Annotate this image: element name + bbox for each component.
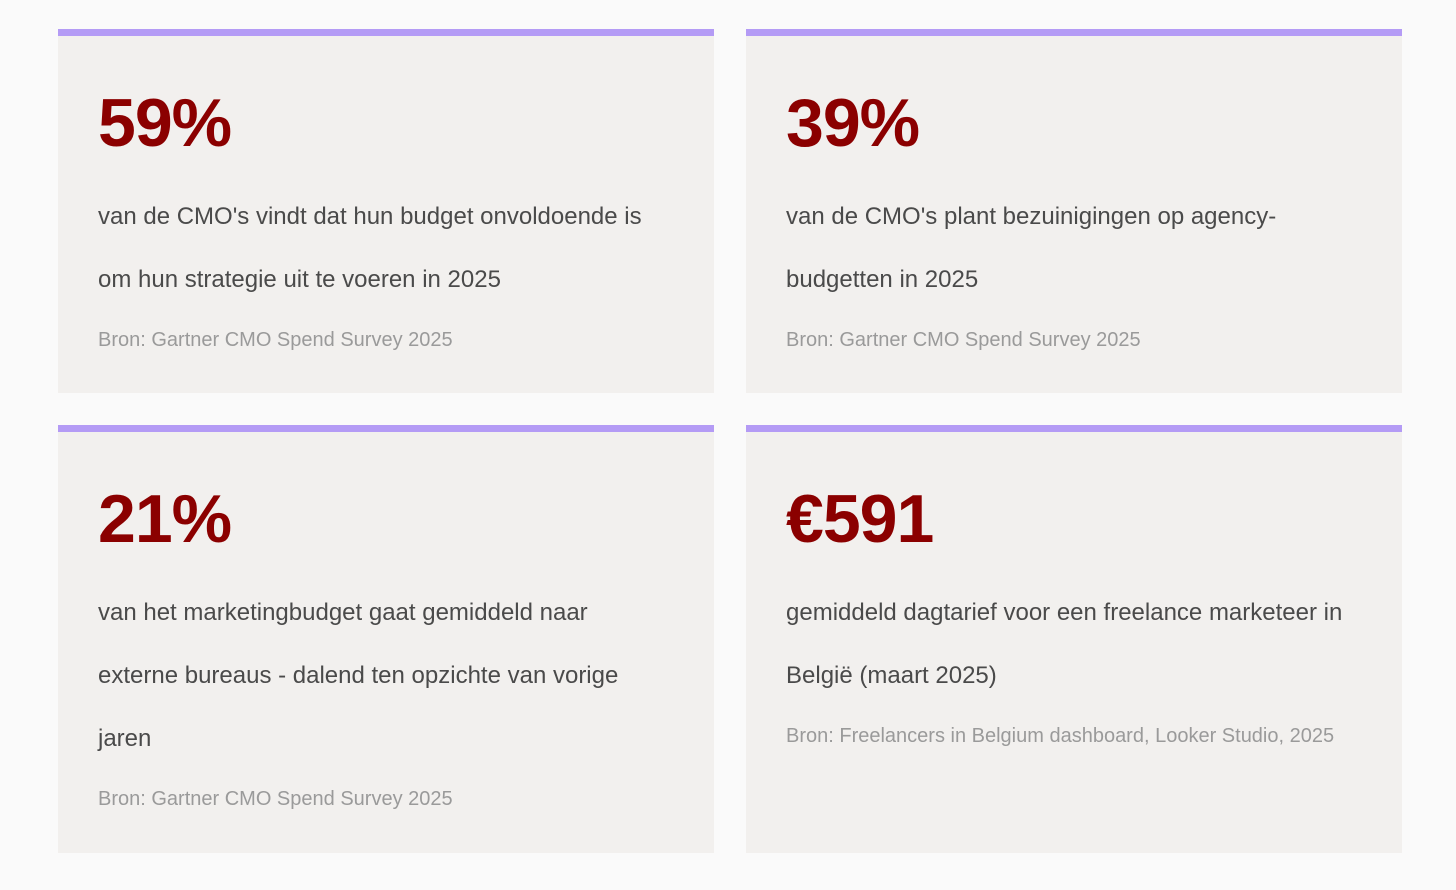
- stat-source: Bron: Gartner CMO Spend Survey 2025: [786, 329, 1141, 351]
- stat-source: Bron: Gartner CMO Spend Survey 2025: [98, 788, 453, 810]
- stat-source: Bron: Freelancers in Belgium dashboard, …: [786, 725, 1335, 747]
- stat-value: €591: [786, 481, 934, 557]
- stat-description: gemiddeld dagtarief voor een freelance m…: [786, 599, 1343, 689]
- stat-description: van de CMO's vindt dat hun budget onvold…: [98, 203, 642, 293]
- stat-card-freelance-day-rate: €591 gemiddeld dagtarief voor een freela…: [746, 425, 1402, 853]
- stat-description: van het marketingbudget gaat gemiddeld n…: [98, 599, 619, 752]
- stat-card-budget-insufficient: 59% van de CMO's vindt dat hun budget on…: [58, 29, 714, 393]
- stat-description: van de CMO's plant bezuinigingen op agen…: [786, 203, 1277, 293]
- stat-value: 59%: [98, 85, 232, 161]
- stat-value: 21%: [98, 481, 232, 557]
- stat-value: 39%: [786, 85, 920, 161]
- stat-card-agency-cuts: 39% van de CMO's plant bezuinigingen op …: [746, 29, 1402, 393]
- stats-grid: 59% van de CMO's vindt dat hun budget on…: [58, 29, 1402, 853]
- stat-card-external-agencies: 21% van het marketingbudget gaat gemidde…: [58, 425, 714, 853]
- stat-source: Bron: Gartner CMO Spend Survey 2025: [98, 329, 453, 351]
